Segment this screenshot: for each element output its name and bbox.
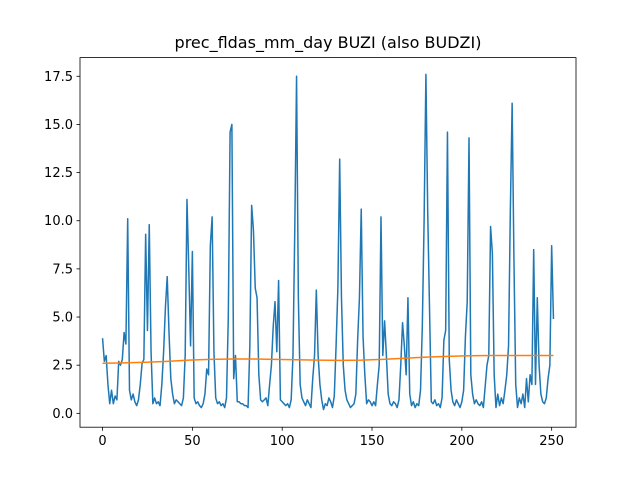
line-series — [102, 354, 554, 365]
y-tick-label: 5.0 — [52, 311, 73, 326]
x-tick-label: 50 — [184, 434, 201, 449]
y-tick-label: 7.5 — [52, 262, 73, 277]
y-tick-label: 0.0 — [52, 407, 73, 422]
chart-title: prec_fldas_mm_day BUZI (also BUDZI) — [175, 33, 482, 53]
x-tick-label: 0 — [98, 434, 106, 449]
x-tick-label: 100 — [270, 434, 295, 449]
x-tick-label: 250 — [539, 434, 564, 449]
y-tick-label: 17.5 — [44, 70, 73, 85]
line-series — [101, 73, 555, 411]
y-tick-label: 10.0 — [44, 214, 73, 229]
y-tick-label: 12.5 — [44, 166, 73, 181]
x-tick-label: 150 — [360, 434, 385, 449]
y-tick-label: 15.0 — [44, 118, 73, 133]
x-tick-label: 200 — [449, 434, 474, 449]
plot-frame — [79, 57, 577, 428]
y-tick-label: 2.5 — [52, 359, 73, 374]
